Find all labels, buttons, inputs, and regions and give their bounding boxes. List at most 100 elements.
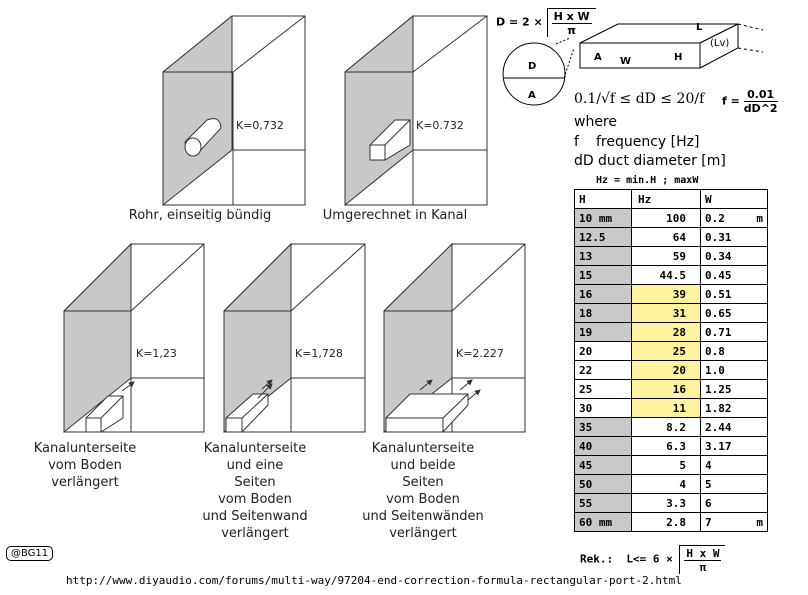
cell-w-value: 3.17: [705, 439, 732, 453]
cell-w: 4: [700, 455, 768, 475]
table-title: Hz = min.H ; maxW: [596, 175, 699, 186]
where-label: where: [574, 114, 617, 130]
k-value-1: K=0,732: [236, 119, 284, 132]
caption-1: Rohr, einseitig bündig: [128, 208, 272, 223]
author-badge: @BG11: [6, 546, 54, 561]
cell-w-value: 0.31: [705, 230, 732, 244]
cell-w-value: 2.44: [705, 420, 732, 434]
cell-w: 1.25: [700, 379, 768, 399]
table-row: 30 11 1.82: [574, 398, 768, 418]
cell-hz: 25: [631, 341, 701, 361]
table-row: 10 mm 100 0.2 m: [574, 208, 768, 228]
k-value-4: K=1,728: [295, 347, 343, 360]
cell-h: 13: [574, 246, 632, 266]
cell-w: 0.2 m: [700, 208, 768, 228]
cell-hz: 8.2: [631, 417, 701, 437]
cell-h: 15: [574, 265, 632, 285]
cell-hz: 20: [631, 360, 701, 380]
header-h: H: [574, 189, 632, 209]
cell-w-value: 1.0: [705, 363, 725, 377]
duct-a-label: A: [594, 52, 602, 63]
cell-w-unit: m: [756, 211, 763, 225]
table-row: 18 31 0.65: [574, 303, 768, 323]
box-pipe-flush: [162, 14, 306, 207]
cell-w-value: 0.71: [705, 325, 732, 339]
def-diameter: dD duct diameter [m]: [574, 153, 726, 169]
cell-hz: 64: [631, 227, 701, 247]
cell-hz: 6.3: [631, 436, 701, 456]
cell-hz: 4: [631, 474, 701, 494]
cell-w-value: 0.65: [705, 306, 732, 320]
cell-w: 0.65: [700, 303, 768, 323]
cell-w: 0.31: [700, 227, 768, 247]
cell-h: 50: [574, 474, 632, 494]
cell-w-value: 0.2: [705, 211, 725, 225]
box-bottom-one-side-extended: [223, 242, 366, 434]
k-value-3: K=1,23: [136, 347, 177, 360]
header-hz: Hz: [631, 189, 701, 209]
cell-h: 20: [574, 341, 632, 361]
box-bottom-extended: [63, 242, 205, 434]
table-row: 35 8.2 2.44: [574, 417, 768, 437]
cell-w-value: 1.82: [705, 401, 732, 415]
table-row: 12.5 64 0.31: [574, 227, 768, 247]
cell-h: 55: [574, 493, 632, 513]
cell-w: 1.82: [700, 398, 768, 418]
cell-w-value: 6: [705, 496, 712, 510]
cell-hz: 39: [631, 284, 701, 304]
table-row: 25 16 1.25: [574, 379, 768, 399]
cell-w-value: 0.8: [705, 344, 725, 358]
cell-h: 19: [574, 322, 632, 342]
cell-w-value: 5: [705, 477, 712, 491]
cell-w-value: 0.34: [705, 249, 732, 263]
range-formula: 0.1/√f ≤ dD ≤ 20/f: [574, 91, 705, 107]
duct-h-label: H: [674, 52, 683, 63]
duct-w-label: W: [620, 56, 632, 67]
k-value-5: K=2.227: [456, 347, 504, 360]
cell-w-unit: m: [756, 515, 763, 529]
cell-h: 22: [574, 360, 632, 380]
cell-hz: 11: [631, 398, 701, 418]
cell-w: 0.45: [700, 265, 768, 285]
table-row: 19 28 0.71: [574, 322, 768, 342]
table-row: 45 5 4: [574, 455, 768, 475]
k-value-2: K=0.732: [416, 119, 464, 132]
cell-w: 5: [700, 474, 768, 494]
duct-lv-label: (Lv): [710, 38, 730, 49]
cell-w: 6: [700, 493, 768, 513]
duct-l-label: L: [696, 22, 703, 33]
cell-hz: 16: [631, 379, 701, 399]
source-url[interactable]: http://www.diyaudio.com/forums/multi-way…: [66, 574, 682, 587]
cell-hz: 28: [631, 322, 701, 342]
cell-w: 0.71: [700, 322, 768, 342]
cell-w-value: 4: [705, 458, 712, 472]
table-row: 22 20 1.0: [574, 360, 768, 380]
table-row: 13 59 0.34: [574, 246, 768, 266]
cell-hz: 31: [631, 303, 701, 323]
table-row: 40 6.3 3.17: [574, 436, 768, 456]
caption-2: Umgerechnet in Kanal: [322, 208, 468, 223]
cell-w-value: 1.25: [705, 382, 732, 396]
caption-5: Kanalunterseite und beide Seiten vom Bod…: [362, 441, 484, 541]
caption-3: Kanalunterseite vom Boden verlängert: [33, 441, 137, 490]
cell-hz: 5: [631, 455, 701, 475]
cell-w: 0.34: [700, 246, 768, 266]
cell-h: 40: [574, 436, 632, 456]
cell-hz: 100: [631, 208, 701, 228]
table-row: 20 25 0.8: [574, 341, 768, 361]
cell-w: 0.8: [700, 341, 768, 361]
dimension-table: H Hz W 10 mm 100 0.2 m 12.5 64 0.31 13 59 0.34 15 4…: [574, 189, 768, 532]
cell-hz: 59: [631, 246, 701, 266]
cell-hz: 44.5: [631, 265, 701, 285]
cell-h: 30: [574, 398, 632, 418]
cell-h: 18: [574, 303, 632, 323]
circle-d-label: D: [528, 61, 537, 72]
cell-w: 3.17: [700, 436, 768, 456]
duct-diagrams: [63, 14, 526, 434]
box-bottom-both-sides-extended: [383, 242, 526, 434]
cell-w: 0.51: [700, 284, 768, 304]
cell-w-value: 0.45: [705, 268, 732, 282]
